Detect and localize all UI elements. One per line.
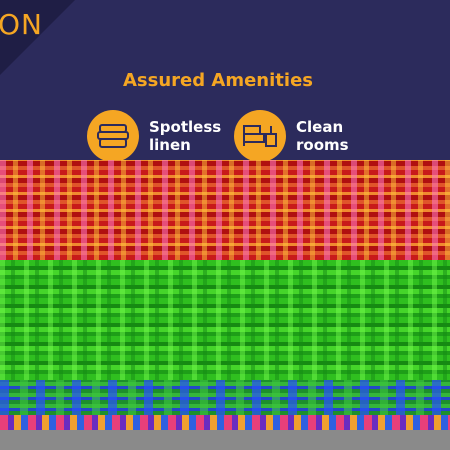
amenity-label: Spotless linen xyxy=(149,118,222,154)
heading: Assured Amenities xyxy=(123,70,313,91)
glitch-band xyxy=(0,430,450,450)
amenity: Clean rooms xyxy=(234,110,368,162)
amenity-label: Clean rooms xyxy=(296,118,349,154)
logo: ON xyxy=(0,8,43,41)
glitch-band xyxy=(0,380,450,415)
linen-icon xyxy=(87,110,139,162)
room-icon xyxy=(234,110,286,162)
glitch-band xyxy=(0,415,450,430)
amenity: Spotless linen xyxy=(87,110,221,162)
glitch-band xyxy=(0,260,450,380)
glitch-band xyxy=(0,160,450,260)
